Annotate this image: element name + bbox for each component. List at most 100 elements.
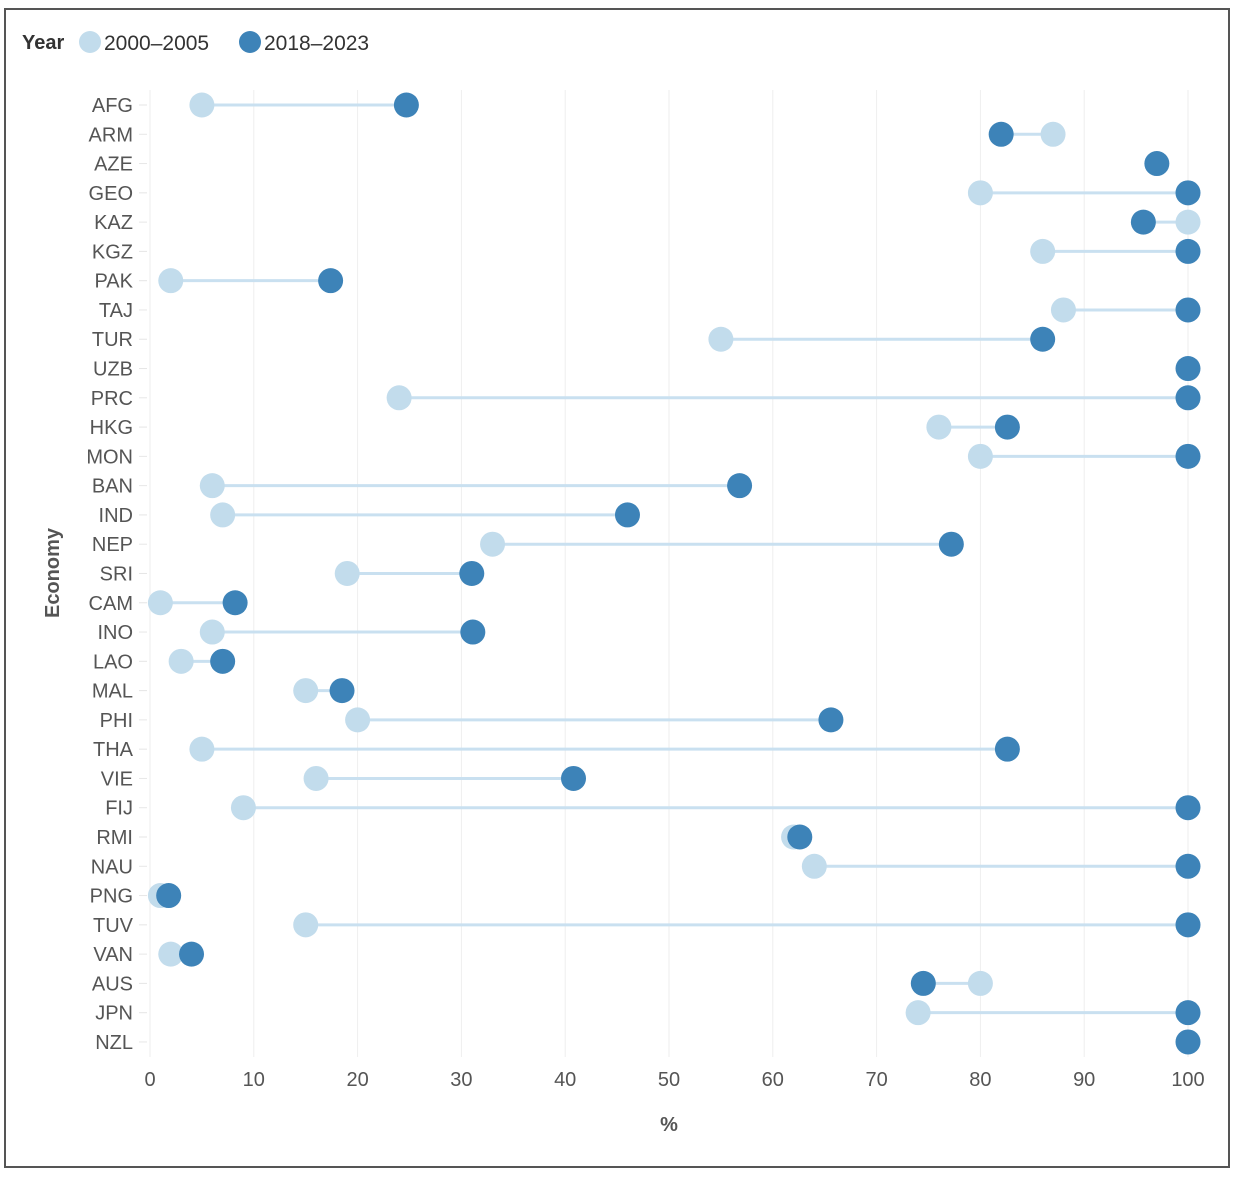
dot-2000-2005-aus[interactable] bbox=[967, 970, 993, 996]
y-tick-label: PHI bbox=[100, 710, 133, 732]
dot-2000-2005-tur[interactable] bbox=[708, 326, 734, 352]
dot-2000-2005-tha[interactable] bbox=[189, 736, 215, 762]
dot-2018-2023-pak[interactable] bbox=[318, 268, 344, 294]
y-tick-label: VAN bbox=[93, 944, 133, 966]
dot-2018-2023-lao[interactable] bbox=[210, 648, 236, 674]
dot-2018-2023-nzl[interactable] bbox=[1175, 1029, 1201, 1055]
dot-2018-2023-geo[interactable] bbox=[1175, 180, 1201, 206]
dot-2018-2023-tha[interactable] bbox=[994, 736, 1020, 762]
dot-2000-2005-tuv[interactable] bbox=[293, 912, 319, 938]
x-tick-label: 70 bbox=[865, 1069, 887, 1091]
y-tick-label: KAZ bbox=[94, 212, 133, 234]
dot-2018-2023-arm[interactable] bbox=[988, 121, 1014, 147]
dot-2000-2005-taj[interactable] bbox=[1050, 297, 1076, 323]
x-tick-label: 100 bbox=[1171, 1069, 1204, 1091]
dot-2000-2005-ino[interactable] bbox=[199, 619, 225, 645]
y-tick-label: TUV bbox=[93, 915, 134, 937]
dot-2018-2023-cam[interactable] bbox=[222, 590, 248, 616]
dot-2000-2005-phi[interactable] bbox=[345, 707, 371, 733]
x-tick-label: 50 bbox=[658, 1069, 680, 1091]
dot-2018-2023-afg[interactable] bbox=[393, 92, 419, 118]
dot-2018-2023-aus[interactable] bbox=[910, 970, 936, 996]
y-tick-label: AZE bbox=[94, 154, 133, 176]
x-tick-label: 90 bbox=[1073, 1069, 1095, 1091]
dot-2018-2023-sri[interactable] bbox=[459, 560, 485, 586]
x-axis: 0 10 20 30 40 50 60 70 80 90 100 bbox=[144, 1069, 1204, 1091]
y-tick-label: PAK bbox=[94, 271, 133, 293]
dot-2000-2005-nau[interactable] bbox=[801, 853, 827, 879]
dot-2018-2023-tuv[interactable] bbox=[1175, 912, 1201, 938]
gridlines bbox=[149, 90, 1189, 1057]
dot-2018-2023-png[interactable] bbox=[156, 883, 182, 909]
x-tick-label: 20 bbox=[346, 1069, 368, 1091]
legend-swatch-2000-2005 bbox=[79, 31, 101, 53]
dot-2000-2005-fij[interactable] bbox=[230, 795, 256, 821]
x-tick-label: 10 bbox=[243, 1069, 265, 1091]
dot-2018-2023-nep[interactable] bbox=[938, 531, 964, 557]
y-tick-label: NZL bbox=[95, 1032, 133, 1054]
y-tick-label: SRI bbox=[100, 563, 133, 585]
dot-2000-2005-cam[interactable] bbox=[147, 590, 173, 616]
y-tick-label: VIE bbox=[101, 768, 133, 790]
dot-2000-2005-kgz[interactable] bbox=[1030, 238, 1056, 264]
dot-2018-2023-mon[interactable] bbox=[1175, 443, 1201, 469]
dot-2000-2005-geo[interactable] bbox=[967, 180, 993, 206]
legend-label-2018-2023[interactable]: 2018–2023 bbox=[264, 32, 369, 55]
dot-2018-2023-kaz[interactable] bbox=[1130, 209, 1156, 235]
dot-2018-2023-aze[interactable] bbox=[1144, 151, 1170, 177]
y-tick-label: BAN bbox=[92, 476, 133, 498]
dot-2000-2005-pak[interactable] bbox=[158, 268, 184, 294]
y-tick-label: INO bbox=[97, 622, 133, 644]
dot-2018-2023-phi[interactable] bbox=[818, 707, 844, 733]
dot-2000-2005-prc[interactable] bbox=[386, 385, 412, 411]
legend: Year 2000–2005 2018–2023 bbox=[22, 31, 369, 55]
dot-2000-2005-ban[interactable] bbox=[199, 473, 225, 499]
dot-2018-2023-rmi[interactable] bbox=[787, 824, 813, 850]
y-tick-label: NAU bbox=[91, 856, 133, 878]
x-axis-title: % bbox=[660, 1114, 678, 1136]
y-tick-label: AUS bbox=[92, 973, 133, 995]
dot-2018-2023-jpn[interactable] bbox=[1175, 1000, 1201, 1026]
dot-2018-2023-vie[interactable] bbox=[561, 765, 587, 791]
dot-2018-2023-kgz[interactable] bbox=[1175, 238, 1201, 264]
dot-2018-2023-ind[interactable] bbox=[614, 502, 640, 528]
y-tick-label: JPN bbox=[95, 1003, 133, 1025]
dot-2000-2005-van[interactable] bbox=[158, 941, 184, 967]
dot-2000-2005-mon[interactable] bbox=[967, 443, 993, 469]
dot-2018-2023-taj[interactable] bbox=[1175, 297, 1201, 323]
dot-2000-2005-lao[interactable] bbox=[168, 648, 194, 674]
dot-2000-2005-afg[interactable] bbox=[189, 92, 215, 118]
dot-2018-2023-ban[interactable] bbox=[727, 473, 753, 499]
x-tick-label: 80 bbox=[969, 1069, 991, 1091]
y-tick-label: NEP bbox=[92, 534, 133, 556]
dot-2018-2023-ino[interactable] bbox=[460, 619, 486, 645]
dot-2000-2005-kaz[interactable] bbox=[1175, 209, 1201, 235]
x-tick-label: 60 bbox=[762, 1069, 784, 1091]
dot-2018-2023-nau[interactable] bbox=[1175, 853, 1201, 879]
y-tick-label: HKG bbox=[90, 417, 133, 439]
dot-2000-2005-mal[interactable] bbox=[293, 678, 319, 704]
dot-2000-2005-hkg[interactable] bbox=[926, 414, 952, 440]
y-tick-label: CAM bbox=[89, 593, 133, 615]
dot-2000-2005-ind[interactable] bbox=[210, 502, 236, 528]
y-tick-label: RMI bbox=[96, 827, 133, 849]
dot-2018-2023-uzb[interactable] bbox=[1175, 356, 1201, 382]
dot-2018-2023-mal[interactable] bbox=[329, 678, 355, 704]
dot-2018-2023-van[interactable] bbox=[179, 941, 205, 967]
dot-2000-2005-vie[interactable] bbox=[303, 765, 329, 791]
y-tick-label: FIJ bbox=[105, 798, 133, 820]
dot-2018-2023-tur[interactable] bbox=[1030, 326, 1056, 352]
dot-2018-2023-prc[interactable] bbox=[1175, 385, 1201, 411]
dot-2018-2023-hkg[interactable] bbox=[994, 414, 1020, 440]
dot-2000-2005-jpn[interactable] bbox=[905, 1000, 931, 1026]
dot-2000-2005-arm[interactable] bbox=[1040, 121, 1066, 147]
dot-2018-2023-fij[interactable] bbox=[1175, 795, 1201, 821]
legend-label-2000-2005[interactable]: 2000–2005 bbox=[104, 32, 209, 55]
y-tick-label: MAL bbox=[92, 681, 133, 703]
y-tick-label: ARM bbox=[89, 124, 133, 146]
y-axis: AFG ARM AZE GEO KAZ KGZ PAK TAJ TUR UZB PRC HKG MON B… bbox=[86, 95, 147, 1054]
dot-2000-2005-nep[interactable] bbox=[480, 531, 506, 557]
y-tick-label: GEO bbox=[89, 183, 133, 205]
dot-2000-2005-sri[interactable] bbox=[334, 560, 360, 586]
